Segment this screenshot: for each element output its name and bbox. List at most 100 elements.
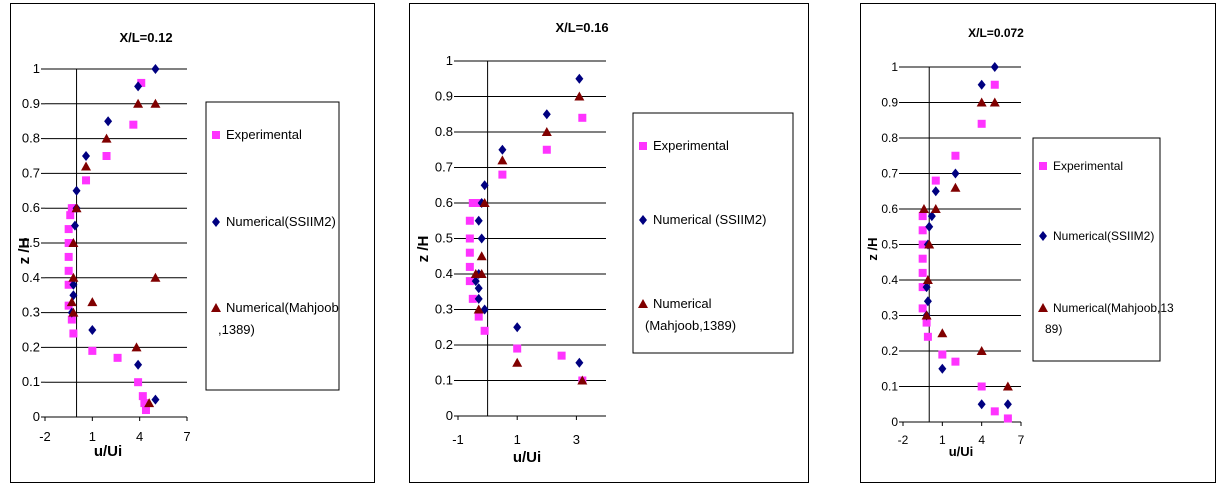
y-tick-label: 0.1 <box>881 380 898 394</box>
y-tick-label: 0.3 <box>22 305 40 320</box>
data-point-numerical-ssiim2 <box>104 116 113 127</box>
legend-marker-experimental <box>1039 162 1047 170</box>
chart-panel-3: X/L=0.072 0 0.1 0.2 0.3 0.4 0.5 0.6 0.7 0.8 0.9 1 -2… <box>860 3 1216 483</box>
x-tick-label: 4 <box>978 433 985 447</box>
data-point-numerical-mahjoob-1389 <box>577 375 588 385</box>
x-tick-label: -2 <box>898 433 909 447</box>
data-point-numerical-ssiim2 <box>69 290 78 301</box>
data-point-experimental <box>977 119 986 128</box>
data-point-experimental <box>138 392 147 401</box>
legend-marker-numerical-ssiim2 <box>639 215 647 225</box>
data-point-numerical-mahjoob-13-89 <box>918 204 929 213</box>
y-axis-label: z /H <box>16 238 33 265</box>
data-point-experimental <box>918 240 927 249</box>
data-point-experimental <box>64 252 73 261</box>
legend-marker-numerical-ssiim2 <box>1039 231 1047 241</box>
y-tick-label: 1 <box>33 61 40 76</box>
data-point-numerical-ssiim2 <box>931 186 940 197</box>
data-point-numerical-mahjoob-1389 <box>574 91 585 101</box>
y-tick-label: 0.9 <box>22 96 40 111</box>
data-point-numerical-ssiim2 <box>498 144 507 155</box>
data-point-experimental <box>474 312 483 321</box>
data-point-numerical-mahjoob-1389 <box>81 161 92 171</box>
y-tick-label: 0.5 <box>22 235 40 250</box>
data-point-numerical-ssiim2 <box>977 79 986 90</box>
x-tick-label: -1 <box>452 432 464 447</box>
data-point-numerical-mahjoob-13-89 <box>937 328 948 338</box>
x-tick-label: 7 <box>1018 433 1025 447</box>
data-point-experimental <box>918 212 927 221</box>
data-point-experimental <box>64 225 73 234</box>
data-point-numerical-ssiim2 <box>575 357 584 368</box>
data-point-experimental <box>923 332 932 341</box>
data-point-experimental <box>141 406 150 415</box>
x-tick-label: 4 <box>136 429 143 444</box>
data-point-experimental <box>465 234 474 243</box>
y-tick-label: 0 <box>33 409 40 424</box>
legend-label: Numerical(Mahjoob,1389) <box>645 296 736 333</box>
data-point-numerical-mahjoob-13-89 <box>924 239 935 249</box>
data-point-numerical-ssiim2 <box>542 109 551 120</box>
legend-marker-experimental <box>639 142 647 150</box>
legend-marker-experimental <box>212 131 220 139</box>
data-point-experimental <box>64 266 73 275</box>
data-point-numerical-ssiim2 <box>88 325 97 335</box>
y-tick-label: 0 <box>446 408 453 423</box>
data-point-numerical-mahjoob-1389 <box>144 398 155 408</box>
data-point-numerical-mahjoob-1389 <box>150 272 161 282</box>
data-point-numerical-ssiim2 <box>134 81 143 92</box>
data-point-numerical-mahjoob-1389 <box>541 127 552 136</box>
y-tick-label: 0.9 <box>435 89 453 104</box>
data-point-numerical-ssiim2 <box>82 151 91 161</box>
x-axis-label: u/Ui <box>513 449 541 466</box>
y-tick-label: 0.4 <box>22 270 40 285</box>
y-tick-label: 0.3 <box>435 302 453 317</box>
data-point-experimental <box>129 120 138 129</box>
data-point-experimental <box>465 262 474 271</box>
data-point-numerical-mahjoob-1389 <box>101 133 112 143</box>
data-point-experimental <box>480 326 489 335</box>
data-point-numerical-mahjoob-1389 <box>476 269 487 278</box>
data-point-numerical-mahjoob-13-89 <box>1002 381 1013 391</box>
data-point-numerical-mahjoob-13-89 <box>989 97 1000 107</box>
data-point-numerical-ssiim2 <box>151 394 160 405</box>
data-point-numerical-ssiim2 <box>474 215 483 226</box>
data-point-experimental <box>82 176 91 185</box>
y-tick-label: 0.8 <box>881 131 898 145</box>
data-point-numerical-mahjoob-1389 <box>87 297 98 307</box>
y-tick-label: 0.2 <box>22 339 40 354</box>
y-tick-label: 0.3 <box>881 309 898 323</box>
data-point-numerical-ssiim2 <box>990 62 999 72</box>
y-tick-label: 0.7 <box>881 167 898 181</box>
data-point-numerical-ssiim2 <box>471 276 480 287</box>
x-axis-label: u/Ui <box>949 444 974 459</box>
data-point-experimental <box>465 248 474 257</box>
legend-label: Experimental <box>1053 159 1123 173</box>
data-point-numerical-ssiim2 <box>951 168 960 179</box>
legend-marker-numerical-mahjoob-13-89 <box>1038 303 1048 312</box>
y-tick-label: 1 <box>891 60 898 74</box>
chart-panel-1: X/L=0.12 0 0.1 0.2 0.3 0.4 0.5 0.6 0.7 0.8 0.9 1 -2 1… <box>10 3 375 483</box>
y-tick-label: 0.9 <box>881 96 898 110</box>
data-point-experimental <box>88 346 97 355</box>
data-point-experimental <box>69 329 78 338</box>
legend-marker-numerical-mahjoob-1389 <box>211 303 221 312</box>
legend-label: Numerical(Mahjoob,1389) <box>218 300 339 337</box>
data-point-numerical-mahjoob-1389 <box>68 272 79 282</box>
data-point-numerical-ssiim2 <box>480 180 489 191</box>
data-point-numerical-ssiim2 <box>70 220 79 231</box>
y-tick-label: 0.6 <box>22 200 40 215</box>
data-point-numerical-mahjoob-13-89 <box>922 275 933 284</box>
y-axis-label: z /H <box>865 237 880 260</box>
data-point-experimental <box>64 280 73 289</box>
data-point-numerical-ssiim2 <box>925 221 934 232</box>
data-point-experimental <box>513 344 522 353</box>
y-tick-label: 0.8 <box>22 131 40 146</box>
data-point-experimental <box>498 170 507 179</box>
y-tick-label: 0.7 <box>435 160 453 175</box>
legend-label: Numerical (SSIIM2) <box>653 212 766 227</box>
data-point-numerical-mahjoob-1389 <box>131 342 142 352</box>
y-tick-label: 0.6 <box>881 202 898 216</box>
legend-box <box>1032 137 1161 362</box>
